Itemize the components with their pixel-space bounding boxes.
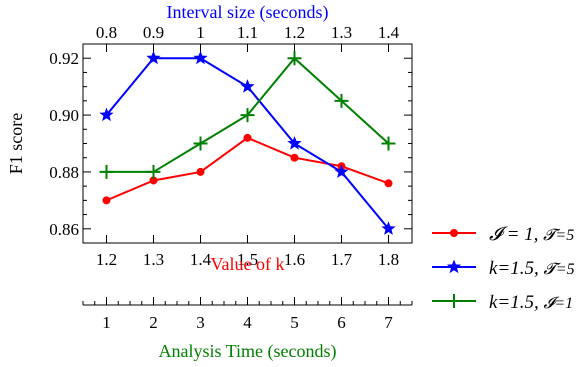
data-point <box>146 164 161 179</box>
data-point <box>196 167 205 176</box>
x-tick-label: 1.6 <box>284 250 305 269</box>
series-3 <box>99 51 396 179</box>
data-point <box>193 136 208 151</box>
y-tick-label: 0.90 <box>49 106 79 125</box>
x-tick-label: 1.5 <box>237 250 258 269</box>
legend-label: k=1.5, 𝓣=5 <box>489 258 575 279</box>
top-tick-label: 1.2 <box>284 23 305 42</box>
series-2 <box>99 50 396 235</box>
secondary-tick-label: 2 <box>149 313 158 332</box>
x-tick-label: 1.7 <box>331 250 353 269</box>
secondary-axis-label: Analysis Time (seconds) <box>158 341 336 362</box>
top-tick-label: 1.4 <box>378 23 400 42</box>
data-point <box>146 50 161 65</box>
secondary-tick-label: 3 <box>196 313 205 332</box>
data-point <box>287 51 302 66</box>
data-point <box>334 164 349 178</box>
data-point <box>290 153 299 162</box>
x-tick-label: 1.3 <box>143 250 164 269</box>
data-point <box>243 133 252 142</box>
series-line <box>106 136 389 202</box>
series-1 <box>102 133 393 205</box>
data-point <box>384 179 393 188</box>
top-tick-label: 1.1 <box>237 23 258 42</box>
data-point <box>334 93 349 108</box>
legend-marker <box>447 294 461 308</box>
top-tick-label: 0.8 <box>96 23 117 42</box>
top-tick-label: 1.3 <box>331 23 352 42</box>
data-point <box>240 108 255 123</box>
y-tick-label: 0.88 <box>49 163 79 182</box>
plot-frame <box>82 43 413 244</box>
secondary-tick-label: 6 <box>337 313 346 332</box>
x-axis-label: Value of k <box>211 254 285 274</box>
legend-label: 𝓘 = 1, 𝓣=5 <box>489 224 574 245</box>
secondary-tick-label: 4 <box>243 313 252 332</box>
y-tick-label: 0.86 <box>49 220 79 239</box>
legend-entry: 𝓘 = 1, 𝓣=5 <box>432 224 574 245</box>
data-point <box>240 79 255 93</box>
legend-label: k=1.5, 𝓘=1 <box>489 292 573 313</box>
x-tick-label: 1.8 <box>378 250 399 269</box>
y-tick-label: 0.92 <box>49 49 79 68</box>
top-tick-label: 1 <box>196 23 205 42</box>
top-axis-label: Interval size (seconds) <box>167 2 329 23</box>
y-axis-label: F1 score <box>6 113 26 175</box>
top-tick-label: 0.9 <box>143 23 164 42</box>
data-point <box>99 107 114 122</box>
data-point <box>287 136 302 150</box>
secondary-tick-label: 5 <box>290 313 299 332</box>
secondary-tick-label: 7 <box>384 313 393 332</box>
x-tick-label: 1.4 <box>190 250 212 269</box>
legend-entry: k=1.5, 𝓘=1 <box>432 292 573 313</box>
data-point <box>381 221 396 235</box>
data-point <box>149 176 158 185</box>
secondary-tick-label: 1 <box>102 313 111 332</box>
legend-marker <box>446 259 462 274</box>
legend-entry: k=1.5, 𝓣=5 <box>432 258 575 279</box>
data-point <box>381 136 396 151</box>
data-point <box>99 164 114 179</box>
data-point <box>102 196 111 205</box>
legend-marker <box>450 229 458 237</box>
data-point <box>193 50 208 65</box>
x-tick-label: 1.2 <box>96 250 117 269</box>
